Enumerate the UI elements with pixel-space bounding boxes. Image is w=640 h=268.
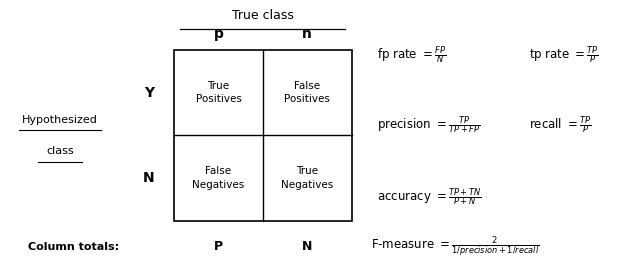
Text: True
Positives: True Positives bbox=[196, 81, 241, 104]
Text: N: N bbox=[302, 240, 312, 253]
Text: p: p bbox=[214, 27, 223, 41]
Bar bbox=[174, 50, 352, 221]
Text: recall $= \frac{TP}{P}$: recall $= \frac{TP}{P}$ bbox=[529, 114, 592, 136]
Text: Hypothesized: Hypothesized bbox=[22, 114, 98, 125]
Text: True class: True class bbox=[232, 9, 294, 23]
Text: tp rate $= \frac{TP}{P}$: tp rate $= \frac{TP}{P}$ bbox=[529, 44, 599, 66]
Text: precision $= \frac{TP}{TP+FP}$: precision $= \frac{TP}{TP+FP}$ bbox=[377, 114, 480, 136]
Text: True
Negatives: True Negatives bbox=[281, 166, 333, 189]
Text: accuracy $= \frac{TP+TN}{P+N}$: accuracy $= \frac{TP+TN}{P+N}$ bbox=[377, 186, 481, 208]
Text: n: n bbox=[302, 27, 312, 41]
Text: F-measure $= \frac{2}{1/precision+1/recall}$: F-measure $= \frac{2}{1/precision+1/reca… bbox=[371, 235, 539, 259]
Text: Column totals:: Column totals: bbox=[28, 242, 119, 252]
Text: fp rate $= \frac{FP}{N}$: fp rate $= \frac{FP}{N}$ bbox=[377, 44, 446, 66]
Text: class: class bbox=[46, 146, 74, 156]
Text: N: N bbox=[143, 171, 154, 185]
Text: False
Negatives: False Negatives bbox=[193, 166, 244, 189]
Text: False
Positives: False Positives bbox=[284, 81, 330, 104]
Text: P: P bbox=[214, 240, 223, 253]
Text: Y: Y bbox=[143, 86, 154, 100]
